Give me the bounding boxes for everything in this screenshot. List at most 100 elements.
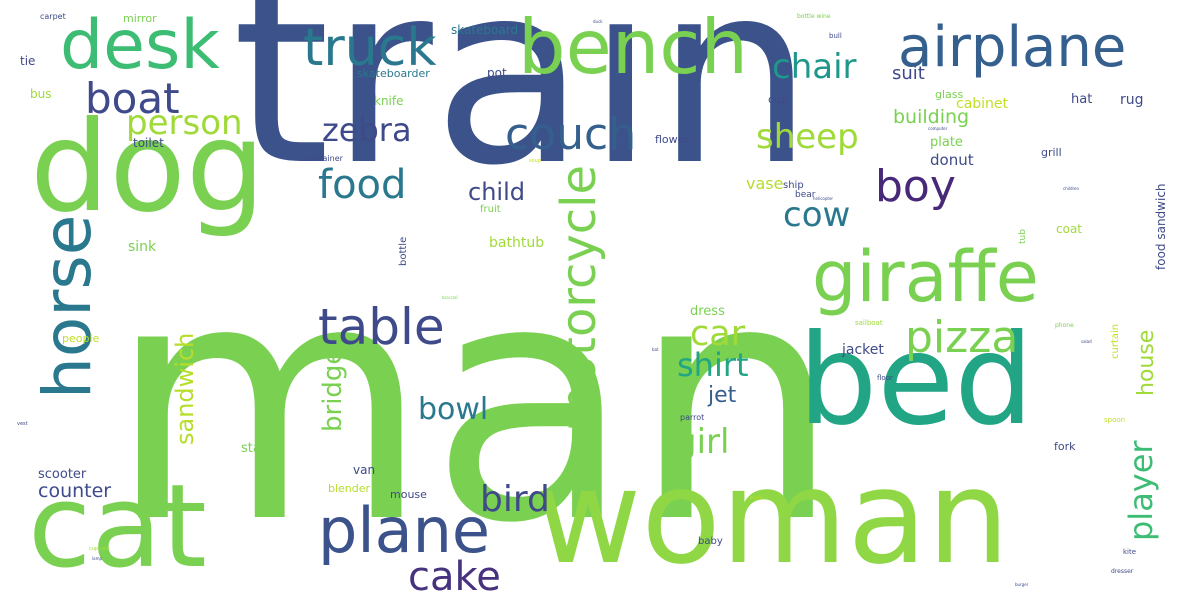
word-cupcake: cupcake: [89, 546, 110, 552]
word-toilet: toilet: [133, 136, 164, 150]
word-cup: cup: [768, 93, 789, 106]
word-chair: chair: [772, 47, 857, 87]
word-boy: boy: [875, 161, 956, 212]
word-rug: rug: [1120, 92, 1144, 108]
word-cat: cat: [28, 460, 207, 594]
word-player: player: [1122, 440, 1160, 541]
word-truck: truck: [303, 18, 437, 78]
word-motorcycle: motorcycle: [551, 164, 607, 432]
word-sink: sink: [128, 239, 157, 255]
word-soup: soup: [529, 158, 542, 164]
word-mirror: mirror: [123, 12, 157, 25]
word-bat: bat: [652, 347, 659, 352]
word-grill: grill: [1041, 146, 1062, 159]
word-person: person: [126, 103, 243, 143]
word-kite: kite: [1123, 548, 1137, 556]
word-spoon: spoon: [1104, 416, 1126, 424]
word-giraffe: giraffe: [812, 236, 1039, 318]
word-suit: suit: [892, 63, 925, 84]
word-mouse: mouse: [390, 488, 427, 501]
word-sailboat: sailboat: [855, 319, 883, 327]
word-plate: plate: [930, 135, 963, 150]
word-woman: woman: [535, 441, 1010, 593]
word-fruit: fruit: [480, 204, 501, 215]
word-vest: vest: [17, 421, 28, 427]
word-bird: bird: [480, 479, 550, 520]
word-skateboarder: skateboarder: [357, 67, 430, 80]
word-people: people: [62, 332, 100, 345]
word-bottle: bottle: [398, 236, 409, 266]
word-dress: dress: [690, 304, 725, 319]
word-pot: pot: [487, 66, 507, 80]
word-computer: computer: [928, 126, 948, 131]
word-vase: vase: [746, 174, 784, 193]
word-bull: bull: [829, 32, 842, 40]
word-carpet: carpet: [40, 12, 66, 21]
word-bottle-wine: bottle wine: [797, 13, 831, 20]
word-helicopter: helicopter: [813, 196, 834, 201]
word-counter: counter: [38, 480, 112, 502]
word-ship: ship: [783, 180, 804, 191]
word-broccoli: broccoli: [442, 295, 458, 300]
word-salad: salad: [1081, 339, 1092, 344]
word-statue: statue: [241, 441, 283, 456]
word-animal: animal: [750, 495, 764, 500]
word-donut: donut: [930, 151, 974, 169]
word-blender: blender: [328, 482, 371, 495]
word-car: car: [690, 314, 746, 354]
word-dresser: dresser: [1111, 568, 1134, 575]
word-dog: dog: [30, 95, 266, 240]
word-phone: phone: [1055, 322, 1074, 329]
word-lamp: lamp: [92, 556, 102, 561]
word-children: children: [1063, 186, 1080, 191]
word-sandwich: sandwich: [171, 332, 199, 445]
word-floor: floor: [877, 374, 893, 382]
word-table: table: [318, 298, 445, 356]
word-train: train: [232, 0, 814, 220]
word-skateboard: skateboard: [451, 23, 519, 37]
word-bear: bear: [795, 190, 816, 200]
word-sheep: sheep: [756, 117, 859, 157]
word-tub: tub: [1018, 229, 1028, 244]
word-desk: desk: [60, 6, 220, 85]
word-bed: bed: [798, 308, 1034, 453]
word-fork: fork: [1054, 440, 1076, 453]
word-child: child: [468, 178, 525, 206]
word-jet: jet: [708, 383, 737, 408]
word-baby: baby: [698, 536, 723, 547]
word-burger: burger: [1015, 582, 1029, 587]
word-food-sandwich: food sandwich: [1154, 183, 1168, 270]
word-glass: glass: [935, 88, 964, 101]
word-cow: cow: [783, 195, 851, 235]
word-tie: tie: [20, 54, 36, 68]
word-horse: horse: [29, 214, 106, 399]
word-bus: bus: [30, 87, 52, 101]
word-parrot: parrot: [680, 413, 705, 422]
word-flower: flower: [655, 133, 689, 146]
word-airplane: airplane: [898, 15, 1127, 80]
word-shirt: shirt: [677, 346, 749, 384]
word-coat: coat: [1056, 222, 1082, 236]
word-container: container: [305, 154, 343, 163]
word-knife: knife: [374, 94, 404, 108]
word-jacket: jacket: [842, 342, 884, 358]
word-curtain: curtain: [1110, 323, 1121, 359]
word-bench: bench: [518, 3, 749, 91]
word-house: house: [1134, 329, 1159, 396]
word-man: man: [108, 211, 841, 595]
word-couch: couch: [505, 109, 637, 160]
word-bridge: bridge: [318, 348, 348, 432]
word-bowl: bowl: [418, 392, 489, 427]
word-zebra: zebra: [322, 111, 412, 149]
word-bathtub: bathtub: [489, 235, 545, 251]
word-duck: duck: [593, 19, 603, 24]
word-tower: tower: [262, 411, 277, 417]
word-girl: girl: [675, 422, 730, 462]
word-cake: cake: [408, 554, 501, 600]
word-boat: boat: [85, 74, 180, 123]
word-plane: plane: [318, 494, 491, 567]
word-hat: hat: [1071, 92, 1093, 107]
word-building: building: [893, 106, 970, 128]
word-cabinet: cabinet: [956, 96, 1009, 112]
